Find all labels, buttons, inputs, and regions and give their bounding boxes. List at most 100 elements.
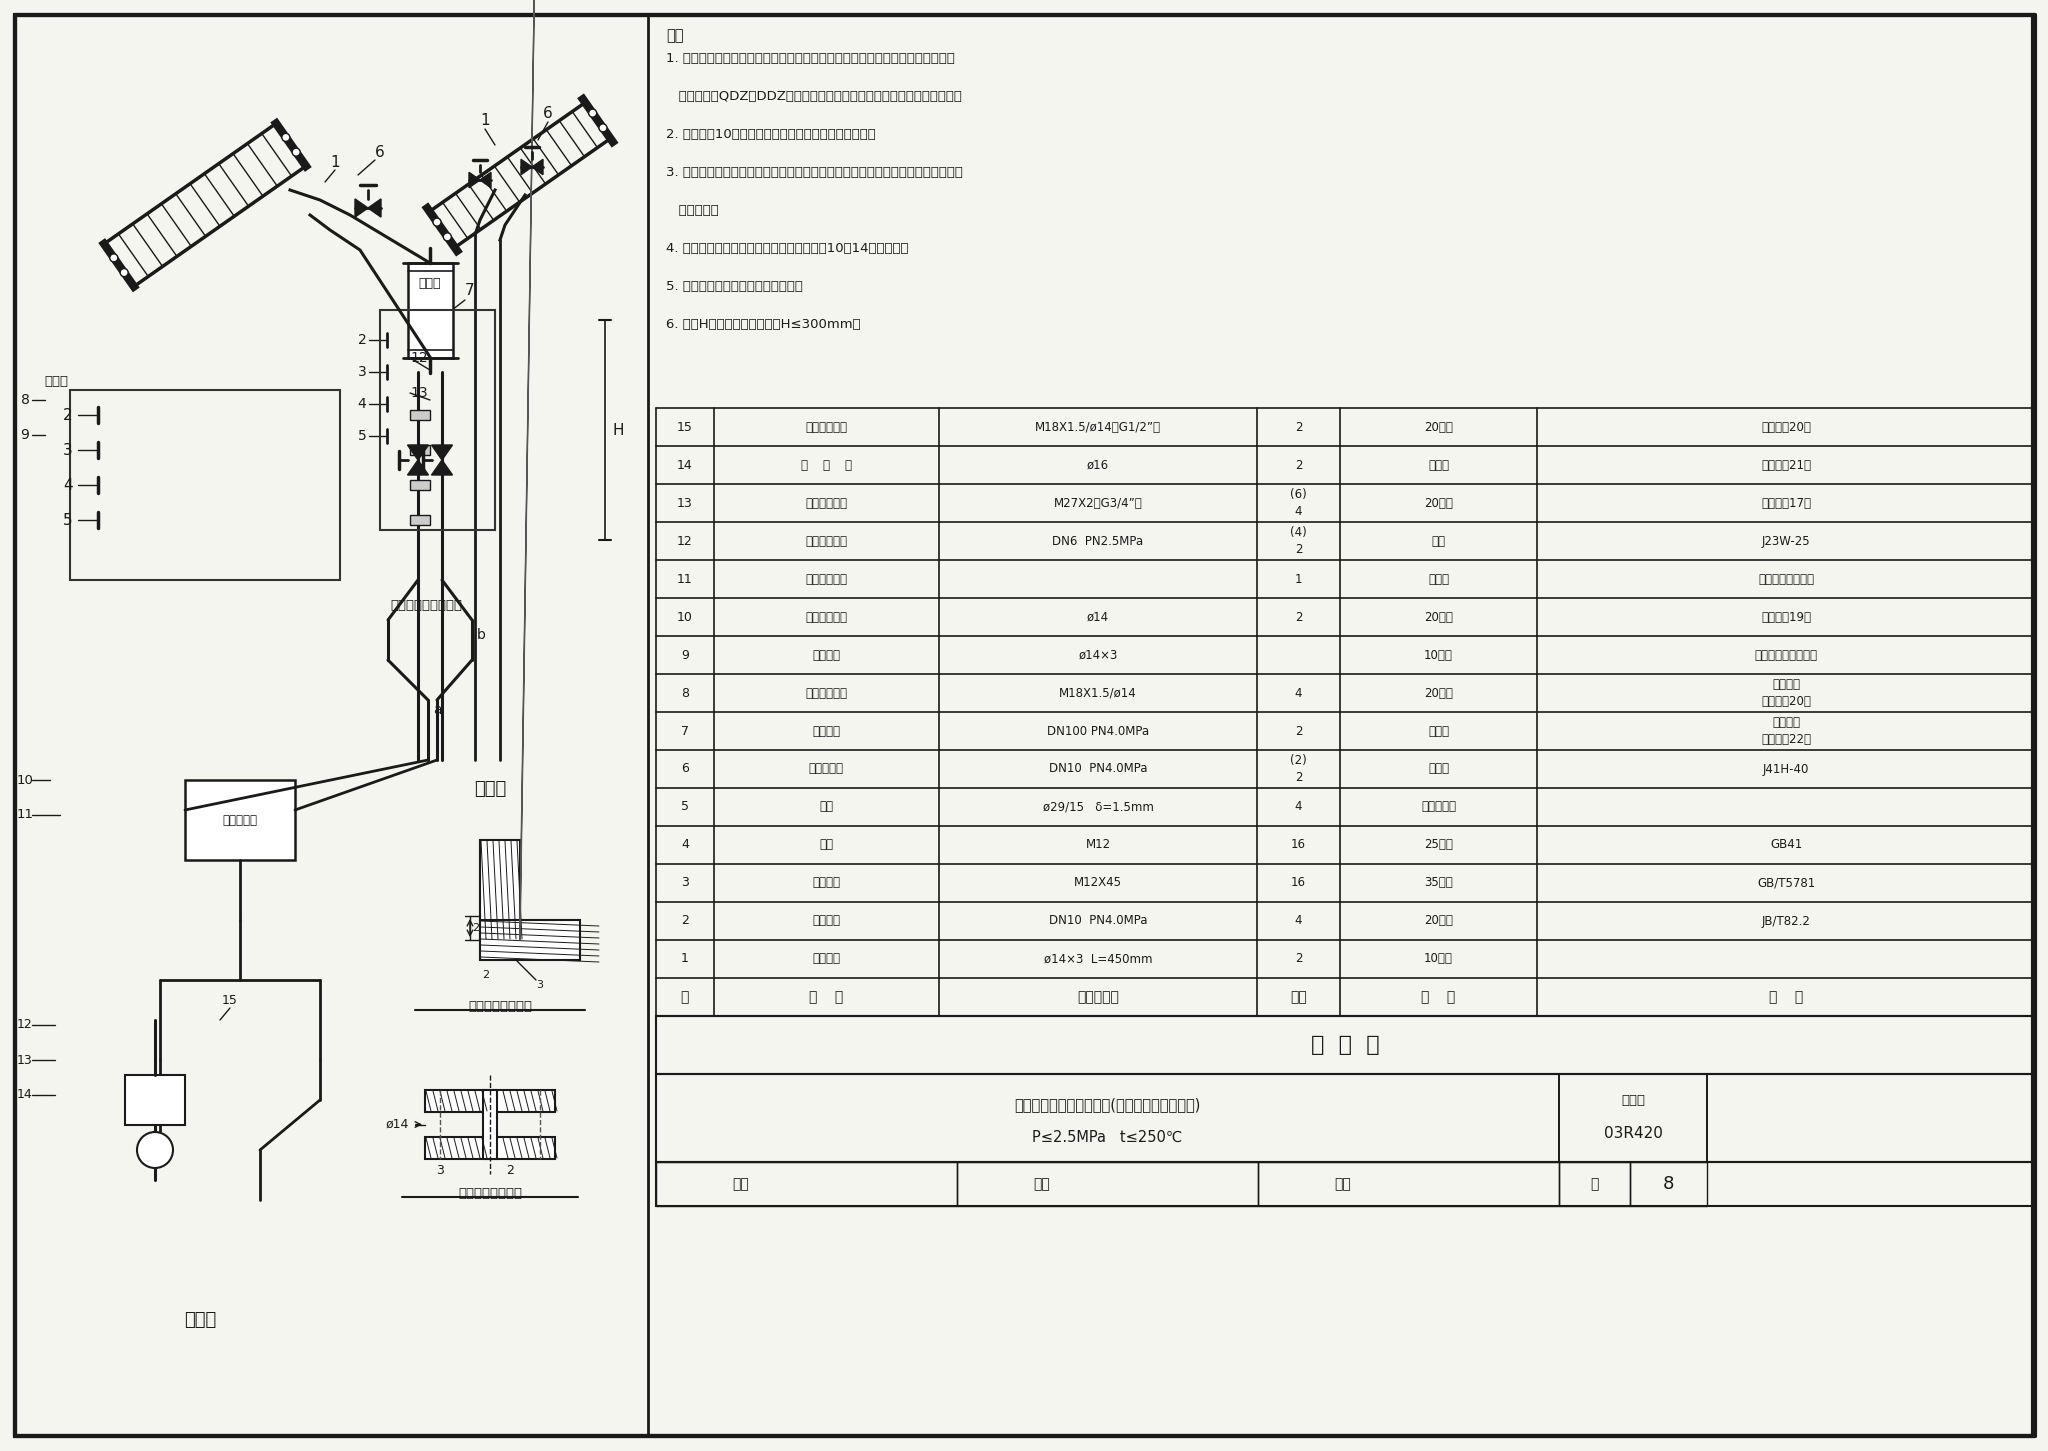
Text: 4: 4 xyxy=(1294,686,1303,699)
Text: 10号锂: 10号锂 xyxy=(1423,952,1452,965)
Circle shape xyxy=(137,1132,172,1168)
Text: P≤2.5MPa   t≤250℃: P≤2.5MPa t≤250℃ xyxy=(1032,1130,1184,1145)
Text: 2. 图中序号10的连接形式亦可用焊接连接或整段直管。: 2. 图中序号10的连接形式亦可用焊接连接或整段直管。 xyxy=(666,128,877,141)
Text: 制造图见21页: 制造图见21页 xyxy=(1761,459,1810,472)
Text: 8: 8 xyxy=(1663,1175,1675,1193)
Text: 3. 材料的选择应符合国家现行规范，管路附件如阀门、法兰等的选择可参见本图集: 3. 材料的选择应符合国家现行规范，管路附件如阀门、法兰等的选择可参见本图集 xyxy=(666,165,963,178)
Text: 10: 10 xyxy=(678,611,692,624)
Text: 管道对接接头大样: 管道对接接头大样 xyxy=(459,1187,522,1200)
Text: 设计: 设计 xyxy=(1333,1177,1352,1191)
Polygon shape xyxy=(520,160,532,174)
Text: 外螺纹截止阀: 外螺纹截止阀 xyxy=(805,534,848,547)
Circle shape xyxy=(588,109,596,118)
Text: 直通终端接头: 直通终端接头 xyxy=(805,421,848,434)
Bar xyxy=(655,1074,2036,1162)
Circle shape xyxy=(598,123,606,132)
Bar xyxy=(184,781,295,860)
Text: 名    称: 名 称 xyxy=(809,990,844,1004)
Text: 7: 7 xyxy=(680,724,688,737)
Bar xyxy=(426,1138,555,1159)
Bar xyxy=(655,1162,956,1206)
Text: 12: 12 xyxy=(410,351,428,366)
Circle shape xyxy=(432,218,440,226)
Text: 2: 2 xyxy=(471,923,479,933)
Text: 5: 5 xyxy=(680,801,688,814)
Text: 03R420: 03R420 xyxy=(1604,1126,1663,1142)
Text: M12: M12 xyxy=(1085,839,1110,852)
Text: 5: 5 xyxy=(63,512,74,528)
Text: J23W-25: J23W-25 xyxy=(1761,534,1810,547)
Text: 10: 10 xyxy=(16,773,33,786)
Text: 保温筱: 保温筱 xyxy=(418,277,440,290)
Text: 说明部分。: 说明部分。 xyxy=(666,205,719,218)
Text: 组合件: 组合件 xyxy=(1427,762,1450,775)
Text: 14: 14 xyxy=(678,459,692,472)
Polygon shape xyxy=(469,173,479,187)
Bar xyxy=(410,445,430,456)
Bar xyxy=(1559,1074,1708,1162)
Text: 三阀组附接头: 三阀组附接头 xyxy=(805,573,848,586)
Text: 16: 16 xyxy=(1290,839,1307,852)
Text: 2: 2 xyxy=(506,1164,514,1177)
Text: 墊片: 墊片 xyxy=(819,801,834,814)
Text: 规格、型号: 规格、型号 xyxy=(1077,990,1118,1004)
Text: (2): (2) xyxy=(1290,755,1307,768)
Text: 5. 明细表括号内的数据用于乙方案。: 5. 明细表括号内的数据用于乙方案。 xyxy=(666,280,803,293)
Text: 无缝锂管: 无缝锂管 xyxy=(813,649,840,662)
Text: 明  细  表: 明 细 表 xyxy=(1311,1035,1380,1055)
Text: 12: 12 xyxy=(16,1019,33,1032)
Text: 对焊法兰: 对焊法兰 xyxy=(813,914,840,927)
Text: ø14×3: ø14×3 xyxy=(1079,649,1118,662)
Text: 4: 4 xyxy=(358,398,367,411)
Bar xyxy=(655,1016,2036,1074)
Text: 13: 13 xyxy=(678,496,692,509)
Text: 25号锂: 25号锂 xyxy=(1423,839,1452,852)
Text: 组合件: 组合件 xyxy=(1427,573,1450,586)
Bar xyxy=(655,1162,2036,1206)
Text: a: a xyxy=(432,702,442,717)
Text: 校对: 校对 xyxy=(1032,1177,1051,1191)
Bar xyxy=(408,263,453,357)
Text: 9: 9 xyxy=(682,649,688,662)
Polygon shape xyxy=(408,460,428,474)
Text: ø14: ø14 xyxy=(385,1119,408,1130)
Bar xyxy=(381,311,496,530)
Text: 碳锂: 碳锂 xyxy=(1432,534,1446,547)
Text: 16: 16 xyxy=(1290,876,1307,889)
Text: 乙方案: 乙方案 xyxy=(473,781,506,798)
Text: 15: 15 xyxy=(678,421,692,434)
Text: M18X1.5/ø14: M18X1.5/ø14 xyxy=(1059,686,1137,699)
Text: 备    注: 备 注 xyxy=(1769,990,1802,1004)
Text: 4: 4 xyxy=(682,839,688,852)
Polygon shape xyxy=(520,0,539,940)
Text: M27X2（G3/4”）: M27X2（G3/4”） xyxy=(1053,496,1143,509)
Polygon shape xyxy=(369,199,381,218)
Circle shape xyxy=(121,268,129,277)
Text: 管仅适用于QDZ、DDZ型力平衡式中、高、大差压变送器测量蒸汽流量。: 管仅适用于QDZ、DDZ型力平衡式中、高、大差压变送器测量蒸汽流量。 xyxy=(666,90,963,103)
Polygon shape xyxy=(432,445,453,460)
Text: 保温筱: 保温筱 xyxy=(43,374,68,387)
Bar xyxy=(956,1162,1257,1206)
Text: 6: 6 xyxy=(543,106,553,120)
Text: 20号锂: 20号锂 xyxy=(1423,914,1452,927)
Bar xyxy=(1257,1162,1559,1206)
Text: 14: 14 xyxy=(16,1088,33,1101)
Text: DN10  PN4.0MPa: DN10 PN4.0MPa xyxy=(1049,762,1147,775)
Text: 审核: 审核 xyxy=(731,1177,750,1191)
Text: 1. 甲方案装有冷凝分离器，它适用于各种差压计测量蒸汽流量；乙方案采用冷凝: 1. 甲方案装有冷凝分离器，它适用于各种差压计测量蒸汽流量；乙方案采用冷凝 xyxy=(666,52,954,65)
Text: 甲方案: 甲方案 xyxy=(184,1312,217,1329)
Text: 5: 5 xyxy=(358,429,367,443)
Text: 双头螺栋: 双头螺栋 xyxy=(813,876,840,889)
Text: ø14: ø14 xyxy=(1087,611,1110,624)
Text: DN100 PN4.0MPa: DN100 PN4.0MPa xyxy=(1047,724,1149,737)
Text: 注：: 注： xyxy=(666,28,684,44)
Text: 4: 4 xyxy=(63,477,74,492)
Text: 4: 4 xyxy=(1294,801,1303,814)
Text: 直通终端接头: 直通终端接头 xyxy=(805,686,848,699)
Text: 组合件: 组合件 xyxy=(1427,724,1450,737)
Text: J41H-40: J41H-40 xyxy=(1763,762,1808,775)
Text: 差压变送器: 差压变送器 xyxy=(223,814,258,827)
Text: 6: 6 xyxy=(375,145,385,160)
Text: 长度根据安装规规定: 长度根据安装规规定 xyxy=(1755,649,1817,662)
Text: 制造图见20页: 制造图见20页 xyxy=(1761,421,1810,434)
